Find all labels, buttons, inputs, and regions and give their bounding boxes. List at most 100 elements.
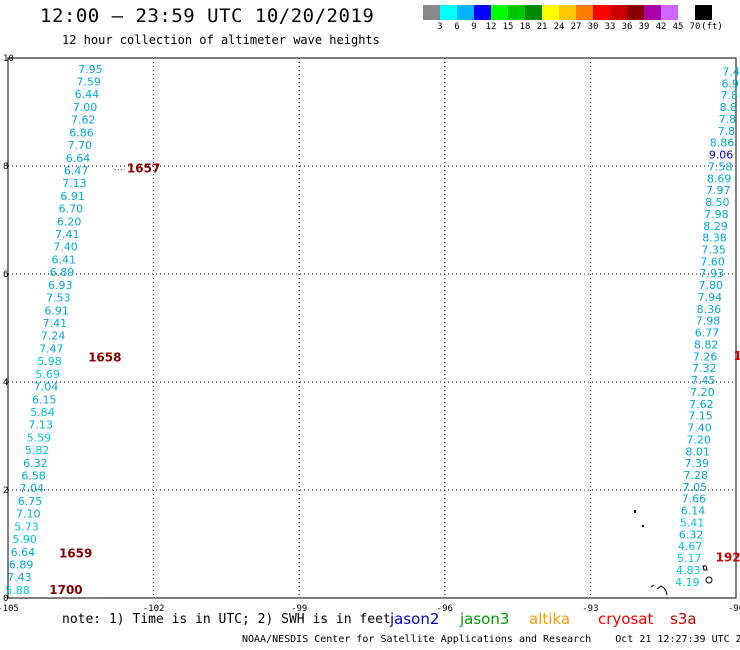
swh-value: 7.45 bbox=[691, 374, 716, 387]
swh-value: 8.8 bbox=[720, 101, 738, 114]
swh-value: 6.20 bbox=[57, 215, 82, 228]
swh-value: 7.24 bbox=[41, 330, 66, 343]
y-tick-label: 0 bbox=[3, 594, 8, 604]
swh-value: 7.53 bbox=[46, 292, 71, 305]
swh-value: 7.15 bbox=[688, 410, 713, 423]
scale-swatch bbox=[423, 5, 440, 20]
swh-value: 7.40 bbox=[687, 422, 712, 435]
swh-value: 7.10 bbox=[16, 508, 41, 521]
swh-value: 7.04 bbox=[20, 482, 45, 495]
swh-value: 5.84 bbox=[30, 406, 55, 419]
swh-value: 6.32 bbox=[679, 528, 704, 541]
swh-value: 7.8 bbox=[719, 113, 737, 126]
scale-swatch bbox=[644, 5, 661, 20]
swh-value: 7.62 bbox=[689, 398, 714, 411]
time-label: 1657 bbox=[127, 162, 160, 176]
scale-label: (ft) bbox=[701, 22, 723, 32]
swh-value: 7.8 bbox=[721, 89, 739, 102]
scale-label: 15 bbox=[502, 22, 514, 32]
swh-value: 7.41 bbox=[55, 228, 80, 241]
swh-value: 5.98 bbox=[37, 355, 62, 368]
swh-value: 7.40 bbox=[53, 241, 78, 254]
legend-item-jason3: jason3 bbox=[460, 610, 510, 628]
swh-value: 6.32 bbox=[23, 457, 48, 470]
y-tick-label: 8 bbox=[3, 162, 8, 172]
y-tick-label: 2 bbox=[3, 486, 8, 496]
swh-value: 8.86 bbox=[710, 137, 735, 150]
scale-label: 30 bbox=[587, 22, 599, 32]
scale-label: 27 bbox=[570, 22, 582, 32]
scale-label: 6 bbox=[454, 22, 460, 32]
scale-swatch bbox=[627, 5, 644, 20]
x-tick-label: -90 bbox=[728, 604, 740, 614]
swh-value: 6.91 bbox=[60, 190, 85, 203]
swh-value: 7.05 bbox=[683, 481, 708, 494]
swh-value: 7.28 bbox=[684, 469, 709, 482]
scale-label: 36 bbox=[621, 22, 633, 32]
swh-value: 6.41 bbox=[52, 253, 77, 266]
island-mark bbox=[642, 525, 644, 527]
swh-value: 6.93 bbox=[48, 279, 73, 292]
swh-value: 6.86 bbox=[69, 126, 94, 139]
swh-value: 8.82 bbox=[694, 338, 719, 351]
y-tick-label: 10 bbox=[3, 54, 14, 64]
scale-label: 70 bbox=[689, 22, 701, 32]
scale-swatch bbox=[593, 5, 610, 20]
swh-value: 6.64 bbox=[11, 546, 36, 559]
swh-value: 7.00 bbox=[73, 101, 98, 114]
swh-value: 7.47 bbox=[39, 342, 64, 355]
swh-value: 6.89 bbox=[50, 266, 75, 279]
swh-value: 4.67 bbox=[678, 540, 703, 553]
scale-swatch bbox=[491, 5, 508, 20]
swh-value: 6.70 bbox=[59, 203, 84, 216]
swh-value: 6.91 bbox=[44, 304, 69, 317]
legend-item-s3a: s3a bbox=[670, 610, 697, 628]
swh-value: 7.39 bbox=[684, 457, 709, 470]
scale-swatch bbox=[695, 5, 712, 20]
scale-swatch bbox=[576, 5, 593, 20]
island-mark bbox=[634, 510, 636, 513]
scale-label: 33 bbox=[604, 22, 616, 32]
swh-value: 9.06 bbox=[709, 149, 734, 162]
scale-swatch bbox=[440, 5, 457, 20]
swh-value: 5.90 bbox=[12, 533, 37, 546]
time-label: 1700 bbox=[49, 583, 82, 597]
scale-label: 21 bbox=[536, 22, 548, 32]
time-label: 1659 bbox=[59, 547, 92, 561]
swh-value: 5.59 bbox=[27, 431, 52, 444]
x-tick-label: -99 bbox=[291, 604, 307, 614]
scale-label: 42 bbox=[655, 22, 667, 32]
x-tick-label: -93 bbox=[582, 604, 598, 614]
note-text: note: 1) Time is in UTC; 2) SWH is in fe… bbox=[62, 612, 391, 627]
map-frame bbox=[7, 57, 737, 599]
swh-value: 6.9 bbox=[721, 77, 739, 90]
swh-value: 6.14 bbox=[681, 505, 706, 518]
scale-swatch bbox=[678, 5, 695, 20]
swh-value: 7.97 bbox=[706, 184, 731, 197]
swh-value: 7.26 bbox=[693, 350, 718, 363]
page-subtitle: 12 hour collection of altimeter wave hei… bbox=[62, 33, 380, 47]
scale-label: 24 bbox=[553, 22, 565, 32]
scale-swatch bbox=[508, 5, 525, 20]
scale-label: 18 bbox=[519, 22, 531, 32]
swh-value: 7.95 bbox=[78, 63, 103, 76]
time-label: 1 bbox=[734, 349, 740, 363]
swh-value: 7.32 bbox=[692, 362, 717, 375]
swh-value: 7.20 bbox=[690, 386, 715, 399]
swh-value: 7.20 bbox=[686, 433, 711, 446]
swh-value: 7.60 bbox=[700, 255, 725, 268]
swh-value: 6.77 bbox=[695, 327, 720, 340]
swh-value: 5.82 bbox=[25, 444, 50, 457]
scale-label: 39 bbox=[638, 22, 650, 32]
scale-label: 9 bbox=[471, 22, 477, 32]
swh-value: 4.19 bbox=[675, 576, 700, 589]
scale-swatch bbox=[661, 5, 678, 20]
swh-value: 7.13 bbox=[28, 419, 53, 432]
swh-value: 7.35 bbox=[701, 244, 726, 257]
island-mark bbox=[705, 576, 713, 584]
swh-value: 5.17 bbox=[677, 552, 702, 565]
scale-swatch bbox=[525, 5, 542, 20]
swh-value: 5.88 bbox=[5, 584, 30, 597]
swh-value: 8.69 bbox=[707, 172, 732, 185]
